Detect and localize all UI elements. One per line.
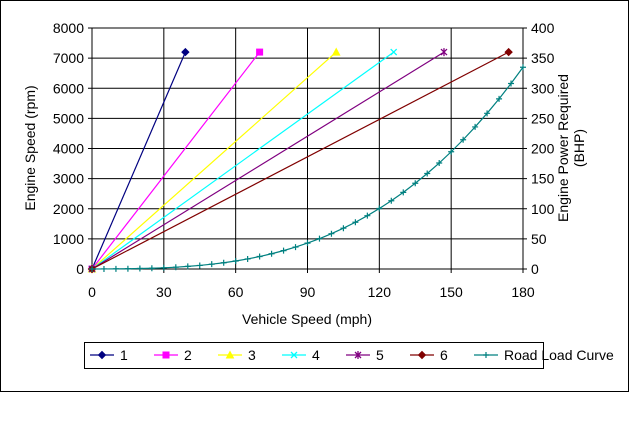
- marker: [448, 148, 455, 155]
- marker: [162, 351, 170, 359]
- x-axis-title: Vehicle Speed (mph): [242, 311, 372, 327]
- marker: [196, 262, 203, 269]
- marker: [225, 350, 235, 359]
- legend-label: 4: [312, 347, 320, 363]
- y-tick-label: 3000: [53, 171, 84, 187]
- marker: [388, 197, 395, 204]
- y2-tick-label: 350: [531, 50, 555, 66]
- marker: [440, 48, 448, 57]
- marker: [172, 264, 179, 271]
- marker: [256, 253, 263, 260]
- marker: [400, 189, 407, 196]
- x-tick-label: 90: [300, 284, 316, 300]
- marker: [508, 80, 515, 87]
- marker: [331, 47, 341, 56]
- marker: [364, 212, 371, 219]
- marker: [417, 350, 427, 360]
- x-tick-label: 0: [88, 284, 96, 300]
- y-tick-label: 4000: [53, 141, 84, 157]
- marker: [520, 64, 526, 71]
- legend-label: 1: [120, 347, 128, 363]
- marker: [376, 205, 383, 212]
- marker: [136, 265, 143, 272]
- y2-tick-label: 400: [531, 20, 555, 36]
- x-tick-label: 120: [368, 284, 392, 300]
- marker: [328, 230, 335, 237]
- marker: [340, 225, 347, 232]
- marker: [112, 265, 119, 272]
- series-line: [91, 51, 395, 270]
- y-tick-label: 5000: [53, 110, 84, 126]
- x-tick-label: 180: [511, 284, 535, 300]
- marker: [97, 350, 107, 360]
- y-tick-label: 1000: [53, 231, 84, 247]
- marker: [292, 244, 299, 251]
- y2-tick-label: 100: [531, 201, 555, 217]
- marker: [316, 235, 323, 242]
- y-tick-label: 7000: [53, 50, 84, 66]
- y-tick-label: 0: [76, 261, 84, 277]
- marker: [184, 263, 191, 270]
- legend-label: 3: [248, 347, 256, 363]
- marker: [472, 123, 479, 130]
- marker: [436, 160, 443, 167]
- y2-tick-label: 50: [531, 231, 547, 247]
- y-tick-label: 2000: [53, 201, 84, 217]
- marker: [160, 264, 167, 271]
- marker: [424, 170, 431, 177]
- marker: [268, 250, 275, 257]
- marker: [290, 351, 298, 359]
- marker: [124, 265, 131, 272]
- legend-label: Road Load Curve: [504, 347, 614, 363]
- marker: [232, 257, 239, 264]
- marker: [504, 47, 513, 57]
- series-line: [91, 51, 337, 270]
- legend-label: 5: [376, 347, 384, 363]
- legend-label: 2: [184, 347, 192, 363]
- marker: [280, 247, 287, 254]
- marker: [390, 48, 398, 56]
- legend-label: 6: [440, 347, 448, 363]
- series-line: [91, 51, 509, 270]
- marker: [412, 180, 419, 187]
- y2-tick-label: 300: [531, 80, 555, 96]
- y2-tick-label: 150: [531, 171, 555, 187]
- y2-axis-title: Engine Power Required(BHP): [555, 74, 587, 222]
- marker: [220, 259, 227, 266]
- series-line: [91, 51, 445, 270]
- x-tick-label: 150: [439, 284, 463, 300]
- marker: [496, 95, 503, 102]
- marker: [208, 261, 215, 268]
- marker: [256, 48, 264, 56]
- marker: [181, 47, 190, 57]
- y2-tick-label: 250: [531, 110, 555, 126]
- series-line: [91, 51, 261, 270]
- marker: [244, 255, 251, 262]
- marker: [483, 352, 489, 358]
- marker: [354, 351, 362, 359]
- marker: [484, 110, 491, 117]
- y-axis-title: Engine Speed (rpm): [22, 85, 38, 210]
- x-tick-label: 30: [156, 284, 172, 300]
- marker: [460, 136, 467, 143]
- y2-tick-label: 0: [531, 261, 539, 277]
- marker: [89, 266, 95, 272]
- marker: [352, 219, 359, 226]
- marker: [148, 265, 155, 272]
- x-tick-label: 60: [228, 284, 244, 300]
- y-tick-label: 6000: [53, 80, 84, 96]
- y-tick-label: 8000: [53, 20, 84, 36]
- series-line: [91, 51, 186, 270]
- marker: [304, 240, 311, 247]
- marker: [100, 265, 107, 272]
- y2-tick-label: 200: [531, 141, 555, 157]
